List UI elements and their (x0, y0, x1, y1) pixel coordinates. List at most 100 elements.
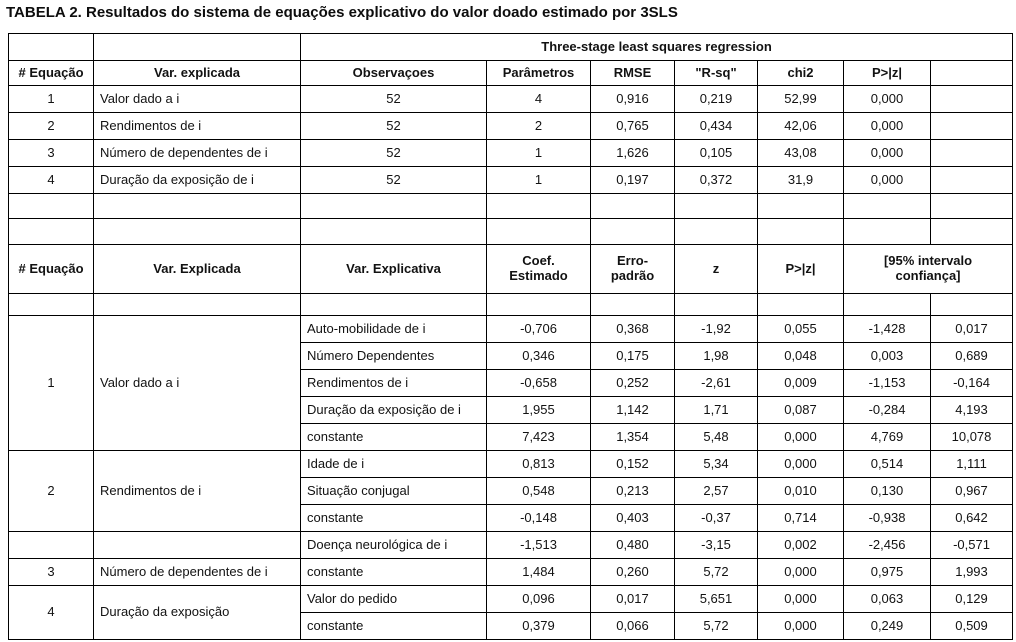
data-cell: 0,219 (674, 85, 758, 113)
data-cell: 0,642 (929, 504, 1014, 532)
empty-cell (486, 218, 591, 245)
top-header-row: # Equação Var. explicada Observaçoes Par… (8, 60, 1014, 86)
var-explicada-cell: Rendimentos de i (93, 450, 301, 532)
data-cell: -0,571 (929, 531, 1014, 559)
header-line: padrão (610, 268, 655, 283)
data-cell: 1,142 (590, 396, 675, 424)
data-cell: 1,484 (486, 558, 591, 586)
empty-cell (300, 218, 487, 245)
data-cell: 52,99 (757, 85, 844, 113)
header-line: [95% intervalo (883, 253, 973, 269)
data-cell: -3,15 (674, 531, 758, 559)
data-cell: 0,152 (590, 450, 675, 478)
spacer-row (8, 193, 1014, 219)
table-row: 3 Número de dependentes de i constante 1… (8, 558, 1014, 586)
empty-cell (8, 193, 94, 219)
span-header-cell: Three-stage least squares regression (299, 33, 1014, 61)
var-explicativa-cell: Doença neurológica de i (300, 531, 487, 559)
col-header-rmse: RMSE (590, 60, 675, 86)
col-header-var-explicada: Var. explicada (93, 60, 301, 86)
header-line: Estimado (509, 268, 568, 283)
data-cell: -2,61 (674, 369, 758, 397)
var-explicada-cell: Número de dependentes de i (93, 139, 301, 167)
data-cell: 0,055 (757, 315, 844, 343)
table-row: 1 Valor dado a i 52 4 0,916 0,219 52,99 … (8, 85, 1014, 113)
data-cell: 0,000 (843, 166, 931, 194)
empty-cell (843, 218, 931, 245)
data-cell: 31,9 (757, 166, 844, 194)
empty-cell (929, 139, 1014, 167)
empty-cell (843, 193, 931, 219)
empty-cell (590, 218, 675, 245)
data-cell: 0,009 (757, 369, 844, 397)
data-cell: 0,197 (590, 166, 675, 194)
data-cell: 0,000 (843, 112, 931, 140)
data-cell: -0,938 (843, 504, 931, 532)
var-explicada-cell (93, 531, 301, 559)
table-row: Duração da exposição de i 1,955 1,142 1,… (9, 396, 1014, 424)
data-cell: -1,513 (486, 531, 591, 559)
col-header-equacao: # Equação (8, 60, 94, 86)
empty-cell (674, 218, 758, 245)
data-cell: 0,000 (843, 139, 931, 167)
col-header-coef-estimado: Coef. Estimado (486, 244, 591, 294)
data-cell: 0,403 (590, 504, 675, 532)
empty-cell (929, 85, 1014, 113)
data-cell: 0,916 (590, 85, 675, 113)
spacer-row (8, 293, 1014, 316)
var-explicativa-cell: Auto-mobilidade de i (300, 315, 487, 343)
data-cell: -1,428 (843, 315, 931, 343)
empty-cell (757, 293, 844, 316)
data-cell: 0,087 (757, 396, 844, 424)
data-cell: 0,514 (843, 450, 931, 478)
var-explicada-cell: Número de dependentes de i (93, 558, 301, 586)
table-row: constante 7,423 1,354 5,48 0,000 4,769 1… (9, 423, 1014, 451)
data-cell: 0,813 (486, 450, 591, 478)
table-row: 4 Duração da exposição Valor do pedido 0… (8, 585, 1014, 640)
table-row: 3 Número de dependentes de i 52 1 1,626 … (8, 139, 1014, 167)
var-explicativa-cell: Número Dependentes (300, 342, 487, 370)
data-cell: 0,368 (590, 315, 675, 343)
data-cell: 1,98 (674, 342, 758, 370)
data-cell: 0,213 (590, 477, 675, 505)
table-row: 2 Rendimentos de i Idade de i 0,813 0,15… (8, 450, 1014, 532)
table-row: Número Dependentes 0,346 0,175 1,98 0,04… (9, 342, 1014, 370)
var-explicativa-cell: constante (300, 558, 487, 586)
empty-cell (929, 112, 1014, 140)
eq-number-cell: 2 (8, 450, 94, 532)
data-cell: 0,249 (843, 612, 931, 640)
var-explicativa-cell: constante (300, 504, 487, 532)
data-cell: 5,48 (674, 423, 758, 451)
var-explicativa-cell: constante (300, 612, 487, 640)
empty-cell (93, 33, 301, 61)
data-cell: 43,08 (757, 139, 844, 167)
header-line: confiança] (895, 268, 961, 283)
data-cell: 10,078 (929, 423, 1014, 451)
col-header-parametros: Parâmetros (486, 60, 591, 86)
data-cell: -0,284 (843, 396, 931, 424)
data-cell: -2,456 (843, 531, 931, 559)
eq-number-cell (8, 531, 94, 559)
var-explicada-cell: Duração da exposição (93, 585, 301, 640)
col-header-equacao: # Equação (8, 244, 94, 294)
data-cell: 0,048 (757, 342, 844, 370)
data-cell: 0,175 (590, 342, 675, 370)
data-cell: 0,017 (929, 315, 1014, 343)
var-explicativa-cell: Valor do pedido (300, 585, 487, 613)
data-cell: 0,130 (843, 477, 931, 505)
eq-number-cell: 1 (8, 85, 94, 113)
data-cell: 0,000 (757, 450, 844, 478)
data-cell: -1,92 (674, 315, 758, 343)
data-cell: 0,372 (674, 166, 758, 194)
header-line: Coef. (522, 253, 555, 269)
col-header-p: P>|z| (843, 60, 931, 86)
data-cell: 1 (486, 139, 591, 167)
data-cell: 2,57 (674, 477, 758, 505)
empty-cell (590, 293, 675, 316)
col-header-p: P>|z| (757, 244, 844, 294)
data-cell: 0,010 (757, 477, 844, 505)
empty-cell (843, 293, 931, 316)
empty-cell (590, 193, 675, 219)
data-cell: -0,658 (486, 369, 591, 397)
data-cell: 0,000 (757, 585, 844, 613)
